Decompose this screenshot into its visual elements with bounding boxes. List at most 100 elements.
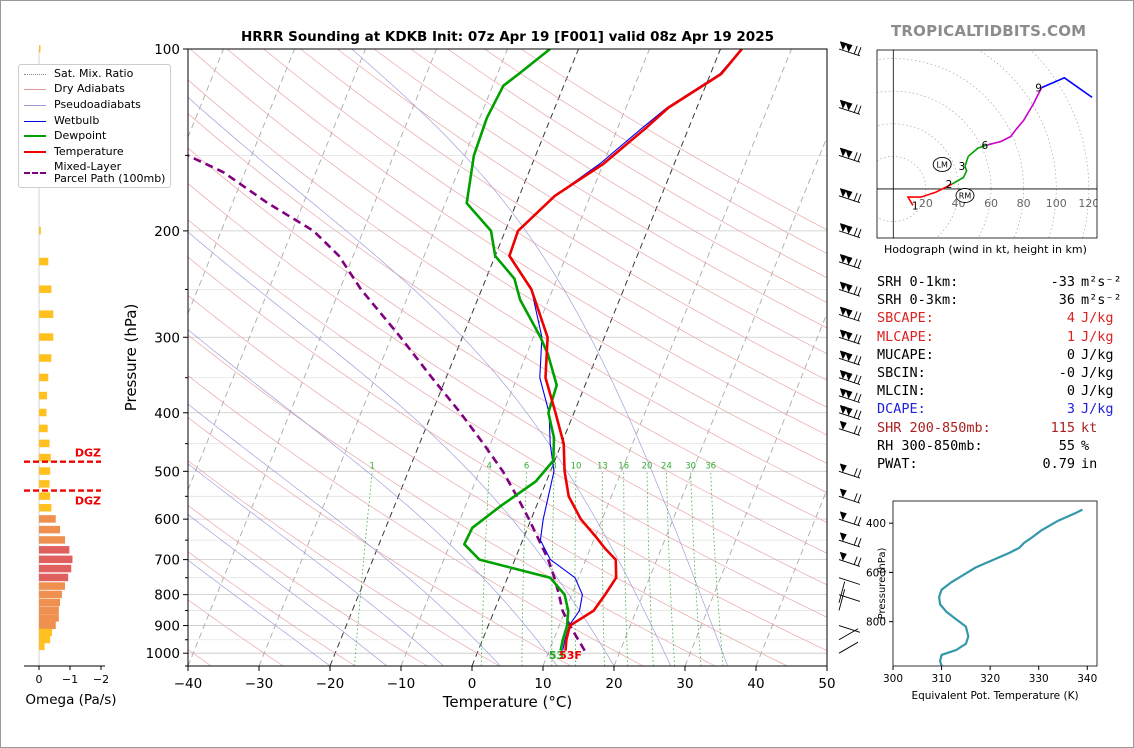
wind-barb-feather <box>853 536 858 546</box>
wind-barb-staff <box>838 589 846 611</box>
wind-barb-flag <box>845 101 853 111</box>
wind-barb-flag <box>845 255 853 265</box>
mixing-ratio-label: 16 <box>618 461 629 471</box>
wind-barb-staff <box>838 539 861 548</box>
theta-e-x-tick-label: 300 <box>883 673 903 685</box>
wind-barb-staff <box>838 412 861 420</box>
wind-barb-flag <box>845 371 853 381</box>
x-tick-label: 20 <box>605 676 622 692</box>
dewpoint-line <box>463 49 570 651</box>
stat-row: SRH 0-3km: 36 m²s⁻² <box>877 291 1122 309</box>
pseudoadiabat <box>188 231 615 666</box>
theta-e-y-tick-label: 800 <box>866 617 886 629</box>
omega-bar <box>39 373 49 382</box>
mixing-ratio-line <box>354 471 373 666</box>
wind-barb-flag <box>839 369 847 379</box>
stat-unit: J/kg <box>1081 328 1114 345</box>
wind-barb-staff <box>838 48 861 57</box>
wind-barb-staff <box>838 577 861 585</box>
omega-bar <box>39 515 56 523</box>
omega-bar <box>39 480 50 488</box>
theta-e-y-tick-label: 400 <box>866 518 886 530</box>
wind-barb-staff <box>838 518 861 527</box>
mixing-ratio-label: 8 <box>551 461 556 471</box>
y-tick-label: 400 <box>154 406 180 422</box>
wind-barb-feather <box>857 228 862 238</box>
isotherm-line <box>188 49 366 491</box>
wind-barb-feather <box>857 259 862 269</box>
legend-label: Wetbulb <box>54 114 100 127</box>
omega-bar <box>39 439 50 448</box>
legend-entry: Dry Adiabats <box>24 83 125 95</box>
legend-label: Mixed-Layer Parcel Path (100mb) <box>54 160 166 185</box>
dry-adiabat <box>188 375 644 666</box>
x-tick-label: −20 <box>316 676 345 692</box>
wind-barb-flag <box>839 329 847 339</box>
isotherm-line <box>1 49 11 666</box>
dry-adiabat <box>188 256 827 652</box>
omega-bar <box>39 503 52 512</box>
stat-row: SHR 200-850mb: 115 kt <box>877 419 1122 437</box>
wind-barb-flag <box>839 388 847 398</box>
stat-value: 1 <box>1066 328 1075 345</box>
wind-barb-feather <box>857 312 862 321</box>
wind-barb-flag <box>845 389 853 399</box>
stats-panel: SRH 0-1km: -33 m²s⁻² SRH 0-3km: 36 m²s⁻² SBCAP… <box>877 273 1122 473</box>
mixing-ratio-label: 36 <box>705 461 716 471</box>
wind-barb-flag <box>839 532 847 542</box>
legend-swatch <box>24 151 46 153</box>
legend-label: Dewpoint <box>54 129 107 142</box>
omega-bar <box>39 642 45 651</box>
wind-barb-feather <box>853 468 858 477</box>
dry-adiabat <box>188 599 284 666</box>
isotherm-line <box>755 488 827 666</box>
omega-bar <box>39 257 49 266</box>
mixing-ratio-line <box>551 471 555 666</box>
wind-barb-flag <box>839 281 847 291</box>
dry-adiabat <box>188 334 716 666</box>
dry-adiabat <box>188 504 428 666</box>
skewt-frame <box>187 48 828 667</box>
wind-barb-feather <box>853 425 858 434</box>
legend-entry: Dewpoint <box>24 130 106 142</box>
stat-row: SBCIN: -0 J/kg <box>877 364 1122 382</box>
pseudoadiabat <box>188 514 388 666</box>
stat-value: 36 <box>1058 292 1075 309</box>
omega-bar <box>39 310 54 318</box>
wind-barb-staff <box>838 195 861 204</box>
wind-barb-flag <box>845 308 853 318</box>
wind-barb-flag <box>845 43 853 53</box>
stat-value: 3 <box>1066 401 1075 418</box>
theta-e-x-tick-label: 320 <box>980 673 1000 685</box>
x-tick-label: 40 <box>747 676 764 692</box>
wind-barb-staff <box>838 428 861 436</box>
mixing-ratio-line <box>710 471 724 666</box>
isotherm-line <box>188 49 437 666</box>
stat-unit: J/kg <box>1081 383 1114 400</box>
omega-bar <box>39 333 54 341</box>
stat-row: MUCAPE: 0 J/kg <box>877 346 1122 364</box>
wind-barb-feather <box>853 334 858 343</box>
omega-bar <box>39 582 66 590</box>
hodograph-height-label: 1 <box>912 200 919 212</box>
wind-barb-flag <box>845 406 853 416</box>
mixing-ratio-label: 20 <box>642 461 653 471</box>
wind-barb-feather <box>857 469 862 478</box>
theta-e-frame <box>892 500 1098 667</box>
mixing-ratio-label: 13 <box>597 461 608 471</box>
dry-adiabat <box>263 49 827 408</box>
legend-entry: Pseudoadiabats <box>24 99 141 111</box>
legend-entry: Wetbulb <box>24 115 99 127</box>
omega-bar <box>39 555 73 564</box>
wind-barb-flag <box>845 352 853 362</box>
wind-barb-staff <box>838 395 861 404</box>
theta-e-plot-area <box>937 508 1083 666</box>
hodograph-segment <box>906 183 953 206</box>
wind-barb-staff <box>838 559 861 567</box>
stat-unit: J/kg <box>1081 346 1114 363</box>
mixing-ratio-line <box>666 471 675 666</box>
skewt-plot-area: 1 4 6 8 10 13 16 20 24 30 36 <box>1 49 827 666</box>
